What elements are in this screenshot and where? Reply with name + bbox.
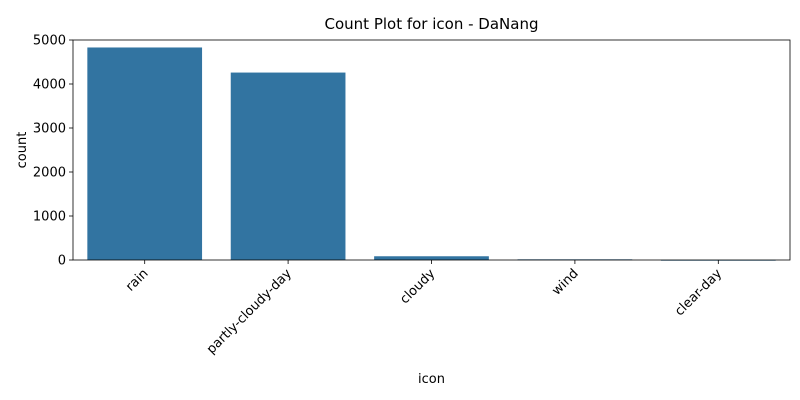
y-tick-label: 0 — [58, 254, 66, 269]
y-tick-label: 5000 — [33, 34, 66, 49]
plot-frame — [72, 39, 791, 261]
x-tick-label: clear-day — [672, 266, 725, 319]
x-axis-ticks: rain partly-cloudy-day cloudy wind clear-day — [123, 260, 725, 357]
x-tick-label: partly-cloudy-day — [204, 266, 295, 357]
y-axis-label: count — [15, 132, 30, 169]
y-tick-label: 4000 — [33, 78, 66, 93]
bar-cloudy — [374, 256, 489, 260]
bars-group — [87, 47, 776, 261]
y-axis-ticks: 0 1000 2000 3000 4000 5000 — [33, 34, 73, 269]
y-tick-label: 3000 — [33, 122, 66, 137]
x-tick-label: wind — [549, 266, 581, 298]
y-tick-label: 2000 — [33, 166, 66, 181]
x-tick-label: rain — [123, 266, 151, 294]
x-axis-label: icon — [418, 372, 445, 387]
bar-rain — [87, 47, 203, 261]
chart-title: Count Plot for icon - DaNang — [325, 15, 539, 33]
y-tick-label: 1000 — [33, 210, 66, 225]
bar-partly-cloudy-day — [230, 72, 346, 260]
x-tick-label: cloudy — [397, 266, 438, 307]
